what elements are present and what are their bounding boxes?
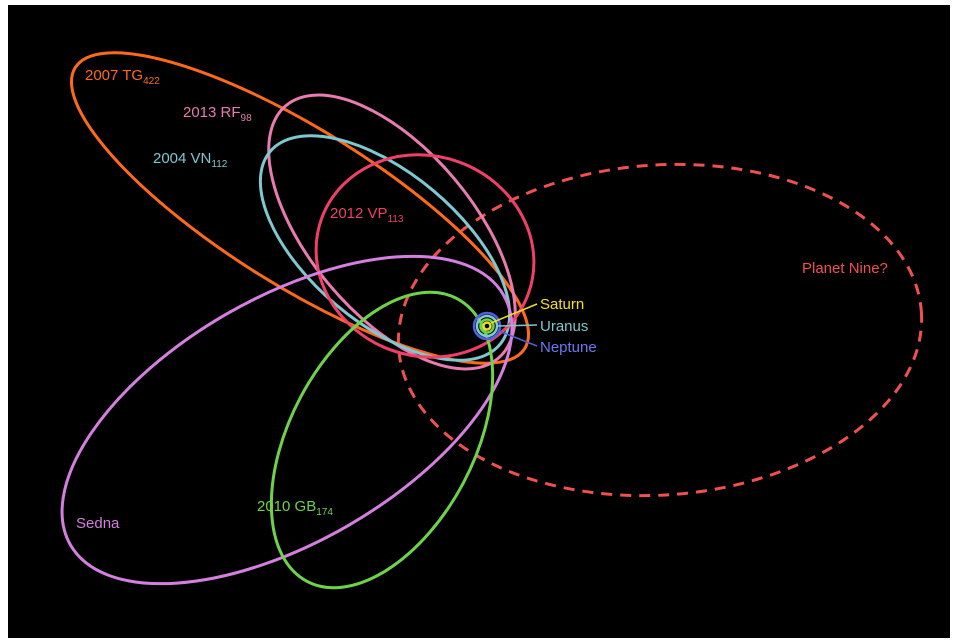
- label-uranus: Uranus: [540, 318, 588, 335]
- inner-planets: [472, 303, 538, 347]
- label-vn112: 2004 VN112: [153, 150, 228, 170]
- orbit-vp113: [314, 153, 536, 359]
- label-sedna: Sedna: [76, 515, 120, 532]
- saturn-pointer: [490, 303, 538, 324]
- inner-orbit: [479, 318, 495, 334]
- saturn-orbit: [482, 321, 492, 331]
- orbit-rf98: [267, 93, 517, 371]
- orbit-vn112: [258, 134, 512, 362]
- orbit-gb174: [269, 290, 495, 590]
- orbit-sedna: [60, 254, 514, 586]
- planet-nine-orbit: [396, 162, 924, 498]
- label-planet-nine: Planet Nine?: [802, 260, 888, 277]
- label-tg422: 2007 TG422: [85, 67, 160, 87]
- label-saturn: Saturn: [540, 296, 584, 313]
- uranus-pointer: [496, 324, 538, 327]
- label-vp113: 2012 VP113: [330, 205, 404, 225]
- label-rf98: 2013 RF98: [183, 104, 252, 124]
- label-gb174: 2010 GB174: [257, 498, 333, 518]
- label-neptune: Neptune: [540, 339, 597, 356]
- neptune-pointer: [498, 330, 538, 347]
- orbit-tg422: [69, 51, 531, 365]
